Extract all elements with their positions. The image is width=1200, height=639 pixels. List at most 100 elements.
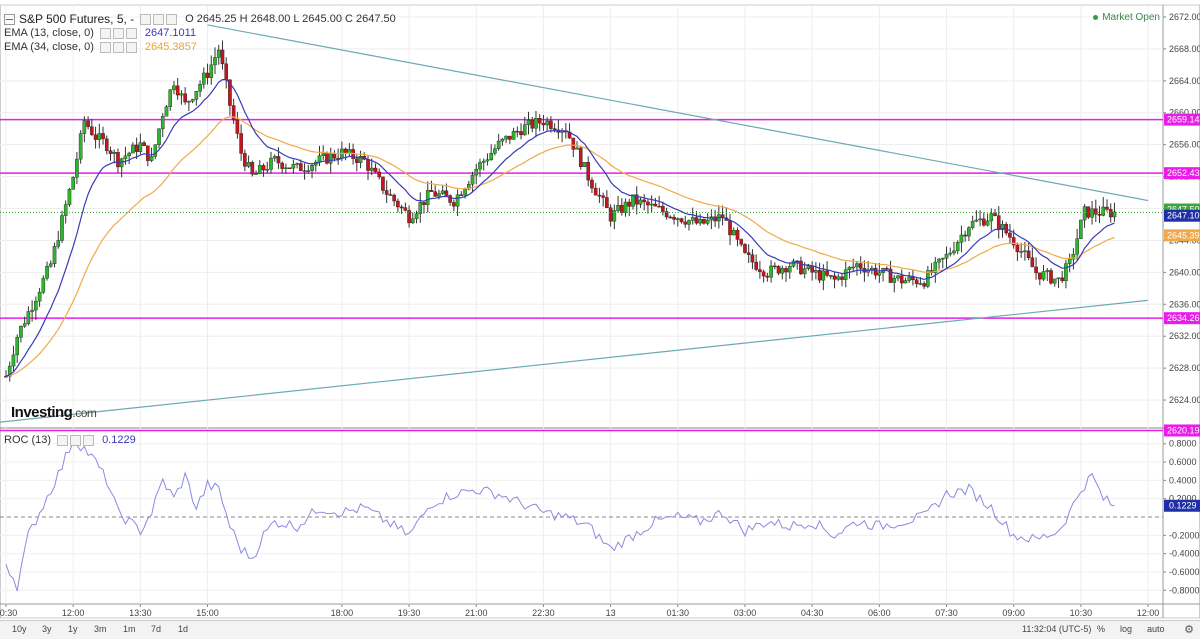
eye-icon[interactable] — [99, 41, 111, 53]
brand-name: Investing — [11, 404, 73, 421]
range-10y[interactable]: 10y — [12, 624, 27, 634]
candle-down — [664, 211, 669, 218]
price-badge-label: 2645.39 — [1167, 230, 1200, 240]
candle-down — [444, 190, 449, 196]
candle-down — [672, 216, 676, 220]
candle-up — [466, 184, 471, 190]
candle-up — [269, 157, 273, 170]
candle-down — [235, 119, 240, 134]
range-3m[interactable]: 3m — [94, 624, 107, 634]
candle-up — [985, 220, 990, 226]
candle-down — [250, 162, 255, 175]
candle-up — [34, 300, 38, 311]
range-3y[interactable]: 3y — [42, 624, 52, 634]
log-toggle[interactable]: log — [1120, 624, 1133, 634]
candle-up — [1112, 211, 1117, 218]
close-icon[interactable] — [125, 41, 137, 53]
candle-up — [157, 128, 161, 145]
candle-down — [873, 267, 878, 276]
eye-icon[interactable] — [99, 27, 111, 39]
candle-up — [1023, 250, 1027, 253]
time-tick-label: 12:00 — [62, 608, 85, 618]
candle-up — [806, 265, 811, 269]
brand-suffix: .com — [72, 406, 97, 420]
candle-down — [601, 195, 605, 198]
percent-toggle[interactable]: % — [1097, 624, 1106, 634]
candle-down — [634, 194, 639, 205]
market-status-label: Market Open — [1102, 12, 1160, 23]
candle-down — [571, 137, 576, 150]
sr-level-label: 2634.26 — [1167, 313, 1200, 323]
candle-down — [825, 270, 829, 276]
candle-up — [164, 106, 169, 117]
eye-icon[interactable] — [57, 434, 69, 446]
candle-down — [183, 93, 187, 103]
candle-up — [190, 99, 195, 102]
candle-down — [422, 202, 426, 205]
candle-down — [134, 144, 139, 152]
legend-controls[interactable] — [140, 13, 179, 25]
price-tick-label: 2656.00 — [1169, 140, 1200, 150]
close-icon[interactable] — [83, 434, 95, 446]
candle-down — [1034, 266, 1038, 274]
range-toolbar: 10y 3y 1y 3m 1m 7d 1d 11:32:04 (UTC-5) %… — [0, 620, 1200, 639]
candle-down — [784, 268, 788, 273]
settings-gear-icon[interactable]: ⚙ — [1184, 624, 1194, 636]
ema13-line — [5, 78, 1115, 377]
candle-down — [683, 221, 688, 225]
candle-down — [142, 142, 146, 146]
close-icon[interactable] — [166, 13, 178, 25]
gear-icon[interactable] — [70, 434, 82, 446]
candle-down — [661, 205, 665, 212]
roc-tick-label: 0.2000 — [1169, 494, 1197, 504]
roc-tick-label: 0.6000 — [1169, 457, 1197, 467]
range-1d[interactable]: 1d — [178, 624, 189, 634]
time-tick-label: 10:30 — [0, 608, 17, 618]
trendline[interactable] — [207, 24, 1149, 202]
candle-up — [896, 275, 900, 279]
candle-down — [90, 126, 94, 135]
candle-up — [1101, 206, 1106, 216]
candle-up — [918, 283, 923, 285]
range-1y[interactable]: 1y — [68, 624, 78, 634]
sr-level-badge — [1164, 424, 1200, 437]
gear-icon[interactable] — [153, 13, 165, 25]
candle-up — [500, 138, 505, 142]
roc-value: 0.1229 — [102, 434, 136, 446]
sr-level-badge — [1164, 312, 1200, 325]
candle-up — [649, 203, 654, 206]
chart-canvas[interactable]: 10:30 12:00 13:30 15:00 18:00 19:30 21:00 22:30… — [0, 0, 1200, 620]
candle-up — [1064, 263, 1068, 282]
candle-up — [272, 156, 277, 159]
candle-down — [1026, 250, 1031, 259]
candle-up — [1000, 224, 1005, 230]
candle-up — [22, 323, 27, 327]
time-tick-label: 03:00 — [734, 608, 757, 618]
candle-up — [19, 326, 23, 338]
investing-logo: Investing.com — [11, 404, 97, 421]
close-icon[interactable] — [125, 27, 137, 39]
price-tick-label: 2636.00 — [1169, 299, 1200, 309]
time-tick-label: 12:00 — [1137, 608, 1160, 618]
gear-icon[interactable] — [112, 41, 124, 53]
candle-down — [590, 179, 594, 189]
gear-icon[interactable] — [112, 27, 124, 39]
candle-up — [187, 101, 191, 103]
auto-toggle[interactable]: auto — [1147, 624, 1165, 634]
collapse-icon[interactable] — [4, 13, 15, 25]
candle-down — [832, 275, 837, 280]
candle-up — [948, 252, 953, 255]
ema13-legend: EMA (13, close, 0) 2647.1011 — [4, 27, 196, 39]
candle-up — [821, 270, 826, 281]
candle-up — [802, 268, 807, 275]
range-1m[interactable]: 1m — [123, 624, 136, 634]
candle-down — [922, 283, 926, 287]
candle-down — [911, 276, 915, 280]
candle-up — [358, 155, 363, 163]
candle-down — [366, 159, 370, 171]
candle-up — [877, 272, 882, 276]
eye-icon[interactable] — [140, 13, 152, 25]
trendline[interactable] — [0, 299, 1149, 423]
candle-down — [668, 216, 673, 219]
range-7d[interactable]: 7d — [151, 624, 162, 634]
